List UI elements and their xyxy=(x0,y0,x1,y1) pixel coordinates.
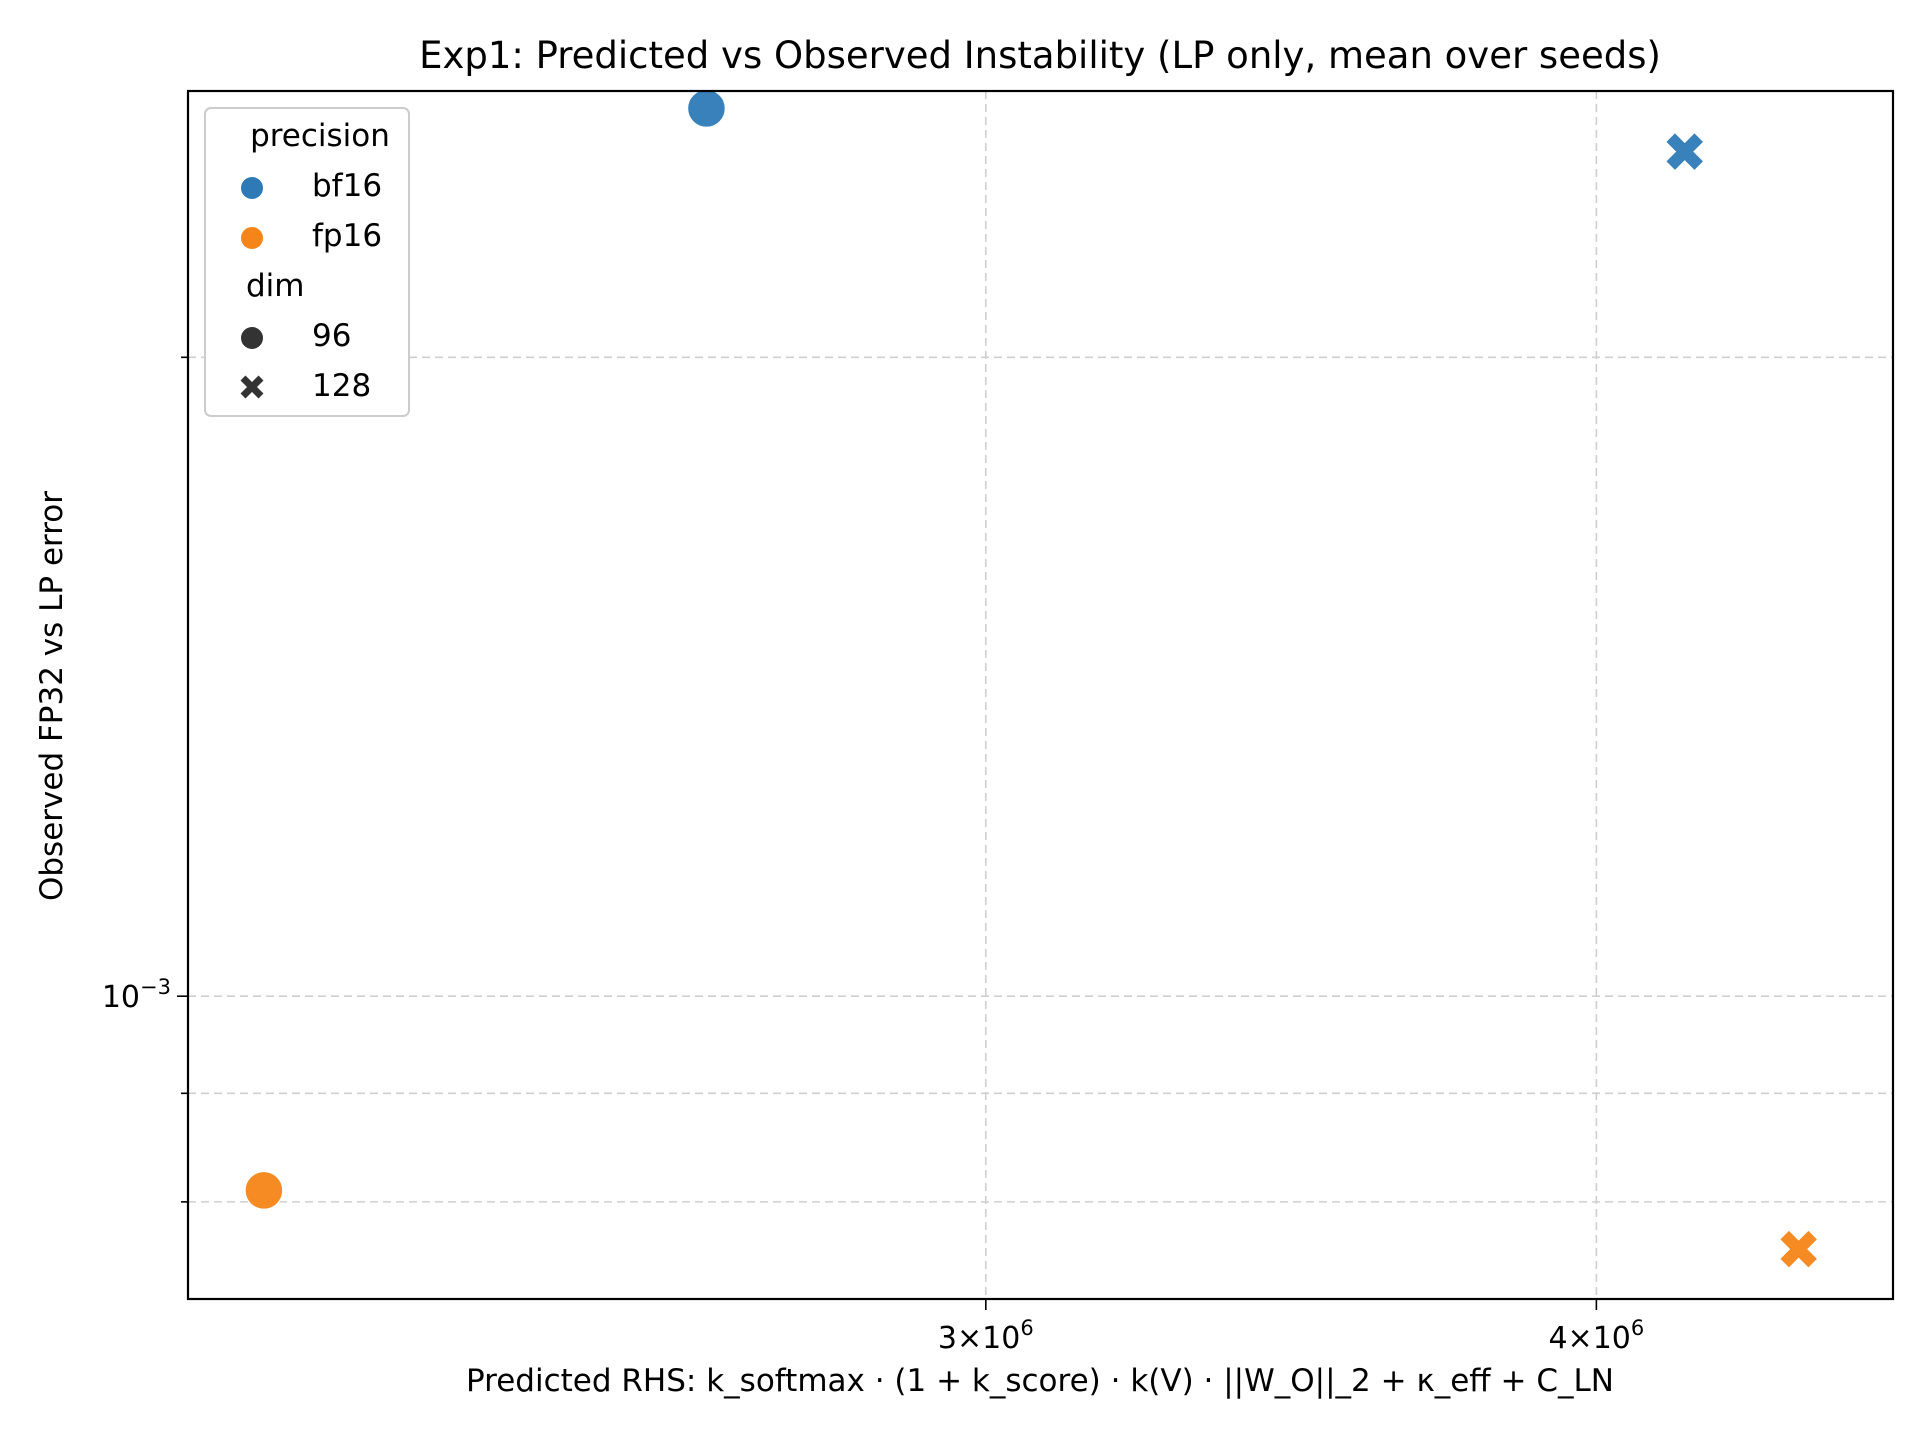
x-axis-label: Predicted RHS: k_softmax · (1 + k_score)… xyxy=(466,1363,1614,1399)
legend-label-96: 96 xyxy=(312,318,351,354)
legend-label-bf16: bf16 xyxy=(312,168,382,204)
data-points xyxy=(244,88,1817,1268)
legend-marker-dim-128 xyxy=(240,375,264,399)
legend-title-precision: precision xyxy=(250,118,390,154)
x-tick-label: 3×106 xyxy=(938,1316,1034,1356)
y-tick-label: 10−3 xyxy=(102,975,171,1015)
legend-marker-fp16 xyxy=(241,227,263,249)
legend-label-128: 128 xyxy=(312,368,371,404)
point-bf16-128 xyxy=(1666,133,1703,170)
plot-frame xyxy=(186,89,1895,1301)
grid xyxy=(188,91,1893,1299)
y-axis-label: Observed FP32 vs LP error xyxy=(34,491,70,901)
ticks: 10−3 3×106 4×106 xyxy=(102,356,1644,1356)
legend: precision bf16 fp16 dim 96 128 xyxy=(204,107,410,417)
legend-title-dim: dim xyxy=(246,268,305,304)
legend-label-fp16: fp16 xyxy=(312,218,382,254)
legend-marker-bf16 xyxy=(241,177,263,199)
point-fp16-128 xyxy=(1780,1230,1817,1268)
point-fp16-96 xyxy=(244,1170,284,1211)
x-tick-label: 4×106 xyxy=(1548,1316,1644,1356)
legend-marker-dim-96 xyxy=(241,327,263,349)
legend-box xyxy=(204,107,410,417)
chart-title: Exp1: Predicted vs Observed Instability … xyxy=(419,34,1661,77)
point-bf16-96 xyxy=(686,88,727,129)
